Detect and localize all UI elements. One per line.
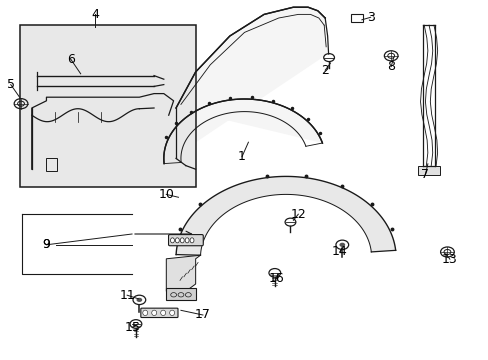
Text: 14: 14 — [331, 246, 347, 258]
Text: 8: 8 — [386, 60, 394, 73]
Bar — [417, 166, 439, 175]
Bar — [166, 288, 195, 300]
Ellipse shape — [169, 310, 174, 315]
Ellipse shape — [185, 238, 189, 243]
Text: 3: 3 — [366, 11, 374, 24]
Ellipse shape — [190, 238, 194, 243]
Text: 4: 4 — [91, 8, 99, 21]
Ellipse shape — [175, 238, 179, 243]
Text: 15: 15 — [125, 321, 141, 334]
Ellipse shape — [180, 238, 184, 243]
Text: 9: 9 — [42, 238, 50, 251]
Text: 17: 17 — [195, 309, 210, 321]
Polygon shape — [163, 7, 327, 163]
Circle shape — [339, 243, 345, 247]
Text: 9: 9 — [42, 238, 50, 251]
Bar — [46, 158, 57, 171]
Text: 7: 7 — [421, 168, 428, 181]
Text: 13: 13 — [441, 253, 457, 266]
Text: 12: 12 — [290, 208, 305, 221]
Text: 2: 2 — [321, 64, 328, 77]
Polygon shape — [176, 176, 395, 255]
Text: 1: 1 — [238, 150, 245, 163]
Text: 11: 11 — [119, 289, 135, 302]
Polygon shape — [166, 255, 200, 298]
FancyBboxPatch shape — [141, 308, 178, 318]
Ellipse shape — [151, 310, 156, 315]
Text: 16: 16 — [268, 273, 284, 285]
Ellipse shape — [170, 238, 174, 243]
Text: 5: 5 — [7, 78, 15, 91]
Bar — [350, 14, 362, 22]
Ellipse shape — [161, 310, 165, 315]
Text: 10: 10 — [158, 188, 174, 201]
Circle shape — [136, 298, 142, 302]
Ellipse shape — [142, 310, 147, 315]
Bar — [20, 25, 195, 187]
Text: 6: 6 — [67, 53, 75, 66]
FancyBboxPatch shape — [168, 235, 203, 246]
